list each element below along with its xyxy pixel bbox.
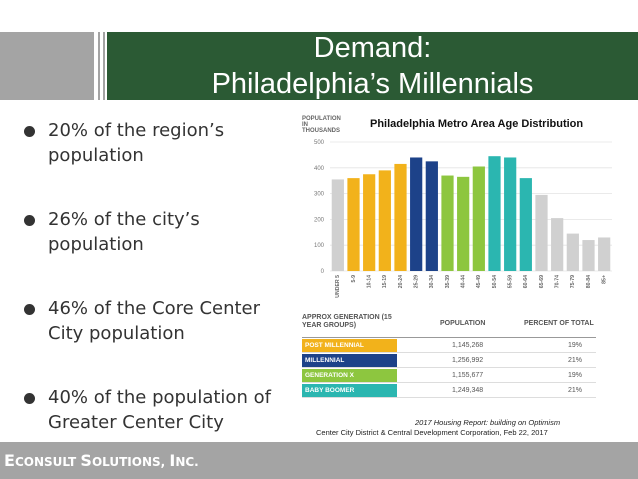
x-tick-label: 60-64 bbox=[523, 275, 529, 288]
bar-under-5 bbox=[331, 179, 344, 271]
bar-25-29 bbox=[410, 157, 423, 271]
table-cell-population: 1,145,268 bbox=[452, 342, 484, 349]
bullet-dot-icon bbox=[24, 393, 35, 404]
source-report: 2017 Housing Report: building on Optimis… bbox=[415, 418, 561, 427]
bullet-text: 40% of the population of Greater Center … bbox=[48, 387, 271, 433]
y-tick-label: 0 bbox=[321, 269, 325, 275]
chart-panel: POPULATION IN THOUSANDS Philadelphia Met… bbox=[298, 108, 618, 438]
bullet-item: 26% of the city’s population bbox=[22, 207, 292, 257]
x-tick-label: 25-29 bbox=[414, 275, 420, 288]
table-cell-percent: 21% bbox=[568, 387, 583, 394]
table-cell-population: 1,256,992 bbox=[452, 357, 484, 364]
y-tick-label: 500 bbox=[314, 140, 325, 146]
table-row: MILLENNIAL 1,256,992 21% bbox=[302, 353, 596, 368]
bullet-dot-icon bbox=[24, 126, 35, 137]
table-cell-percent: 19% bbox=[568, 372, 583, 379]
bullet-item: 46% of the Core Center City population bbox=[22, 296, 292, 346]
x-tick-label: 15-19 bbox=[382, 275, 388, 288]
header-divider bbox=[103, 32, 105, 100]
bar-80-84 bbox=[582, 240, 595, 271]
header-divider bbox=[98, 32, 100, 100]
y-tick-label: 200 bbox=[314, 217, 325, 223]
bullet-list: 20% of the region’s population 26% of th… bbox=[22, 118, 292, 474]
bullet-item: 40% of the population of Greater Center … bbox=[22, 385, 292, 435]
x-tick-label: 35-39 bbox=[445, 275, 451, 288]
header-gray-block bbox=[0, 32, 94, 100]
bar-70-74 bbox=[551, 218, 564, 271]
bullet-dot-icon bbox=[24, 304, 35, 315]
x-tick-label: 50-54 bbox=[492, 275, 498, 288]
x-tick-label: 20-24 bbox=[398, 275, 404, 288]
bar-50-54 bbox=[488, 156, 501, 271]
bar-30-34 bbox=[425, 161, 438, 271]
x-tick-label: 40-44 bbox=[461, 275, 467, 288]
footer-text-part: E bbox=[4, 451, 15, 470]
table-cell-population: 1,249,348 bbox=[452, 387, 484, 394]
footer-band bbox=[0, 442, 638, 479]
x-tick-label: 30-34 bbox=[429, 275, 435, 288]
bar-75-79 bbox=[566, 233, 579, 271]
header-band bbox=[107, 32, 638, 100]
age-distribution-chart: 0 100 200 300 400 500 UNDER 5 5-9 10-14 15-19 20-2… bbox=[314, 140, 612, 298]
bullet-text: 26% of the city’s population bbox=[48, 209, 200, 255]
footer-company-name: ECONSULT SOLUTIONS, INC. bbox=[0, 452, 199, 471]
table-row: BABY BOOMER 1,249,348 21% bbox=[302, 383, 596, 398]
footer-text-part: OLUTIONS, bbox=[91, 455, 170, 469]
table-cell-generation: POST MILLENNIAL bbox=[302, 339, 397, 352]
y-tick-label: 400 bbox=[314, 166, 325, 172]
footer-text-part: NC. bbox=[175, 455, 199, 469]
x-tick-label: 45-49 bbox=[476, 275, 482, 288]
slide-title-line2: Philadelphia’s Millennials bbox=[211, 68, 534, 100]
bar-10-14 bbox=[363, 174, 376, 271]
x-tick-label: 80-84 bbox=[586, 275, 592, 288]
bar-45-49 bbox=[472, 166, 485, 271]
table-cell-percent: 19% bbox=[568, 342, 583, 349]
bar-15-19 bbox=[378, 170, 391, 271]
table-cell-percent: 21% bbox=[568, 357, 583, 364]
bar-60-64 bbox=[519, 178, 532, 271]
x-tick-label: 10-14 bbox=[367, 275, 373, 288]
slide-title: Demand: Philadelphia’s Millennials bbox=[107, 30, 638, 102]
table-header-percent: PERCENT OF TOTAL bbox=[524, 320, 594, 327]
x-tick-label: 75-79 bbox=[570, 275, 576, 288]
slide-title-line1: Demand: bbox=[313, 32, 432, 64]
x-tick-label: 55-59 bbox=[508, 275, 514, 288]
table-cell-generation: MILLENNIAL bbox=[302, 354, 397, 367]
bullet-dot-icon bbox=[24, 215, 35, 226]
footer-text-part: S bbox=[80, 451, 92, 470]
footer-text-part: CONSULT bbox=[14, 455, 81, 469]
bar-55-59 bbox=[504, 157, 517, 271]
source-citation: Center City District & Central Developme… bbox=[316, 428, 548, 437]
bar-20-24 bbox=[394, 163, 407, 271]
x-tick-label: UNDER 5 bbox=[335, 275, 341, 298]
generation-table: APPROX GENERATION (15 YEAR GROUPS) POPUL… bbox=[302, 308, 596, 398]
y-tick-label: 300 bbox=[314, 192, 325, 198]
table-row: POST MILLENNIAL 1,145,268 19% bbox=[302, 338, 596, 353]
bar-85- bbox=[598, 237, 611, 271]
footer-text-part: I bbox=[169, 451, 176, 470]
table-cell-population: 1,155,677 bbox=[452, 372, 484, 379]
table-cell-generation: BABY BOOMER bbox=[302, 384, 397, 397]
table-row: GENERATION X 1,155,677 19% bbox=[302, 368, 596, 383]
bullet-text: 20% of the region’s population bbox=[48, 120, 225, 166]
table-header-population: POPULATION bbox=[440, 320, 486, 327]
y-tick-label: 100 bbox=[314, 243, 325, 249]
table-header-generation: APPROX GENERATION (15 YEAR GROUPS) bbox=[302, 314, 392, 329]
bar-5-9 bbox=[347, 178, 360, 271]
table-cell-generation: GENERATION X bbox=[302, 369, 397, 382]
x-tick-label: 65-69 bbox=[539, 275, 545, 288]
bullet-text: 46% of the Core Center City population bbox=[48, 298, 261, 344]
bar-35-39 bbox=[441, 175, 454, 271]
x-tick-label: 5-9 bbox=[351, 275, 357, 283]
table-header: APPROX GENERATION (15 YEAR GROUPS) POPUL… bbox=[302, 308, 596, 338]
bar-65-69 bbox=[535, 194, 548, 271]
chart-y-axis-label: POPULATION IN THOUSANDS bbox=[302, 116, 341, 134]
chart-title: Philadelphia Metro Area Age Distribution bbox=[370, 118, 584, 130]
x-tick-label: 85+ bbox=[602, 275, 608, 284]
x-tick-label: 70-74 bbox=[555, 275, 561, 288]
bar-40-44 bbox=[457, 176, 470, 271]
bullet-item: 20% of the region’s population bbox=[22, 118, 292, 168]
